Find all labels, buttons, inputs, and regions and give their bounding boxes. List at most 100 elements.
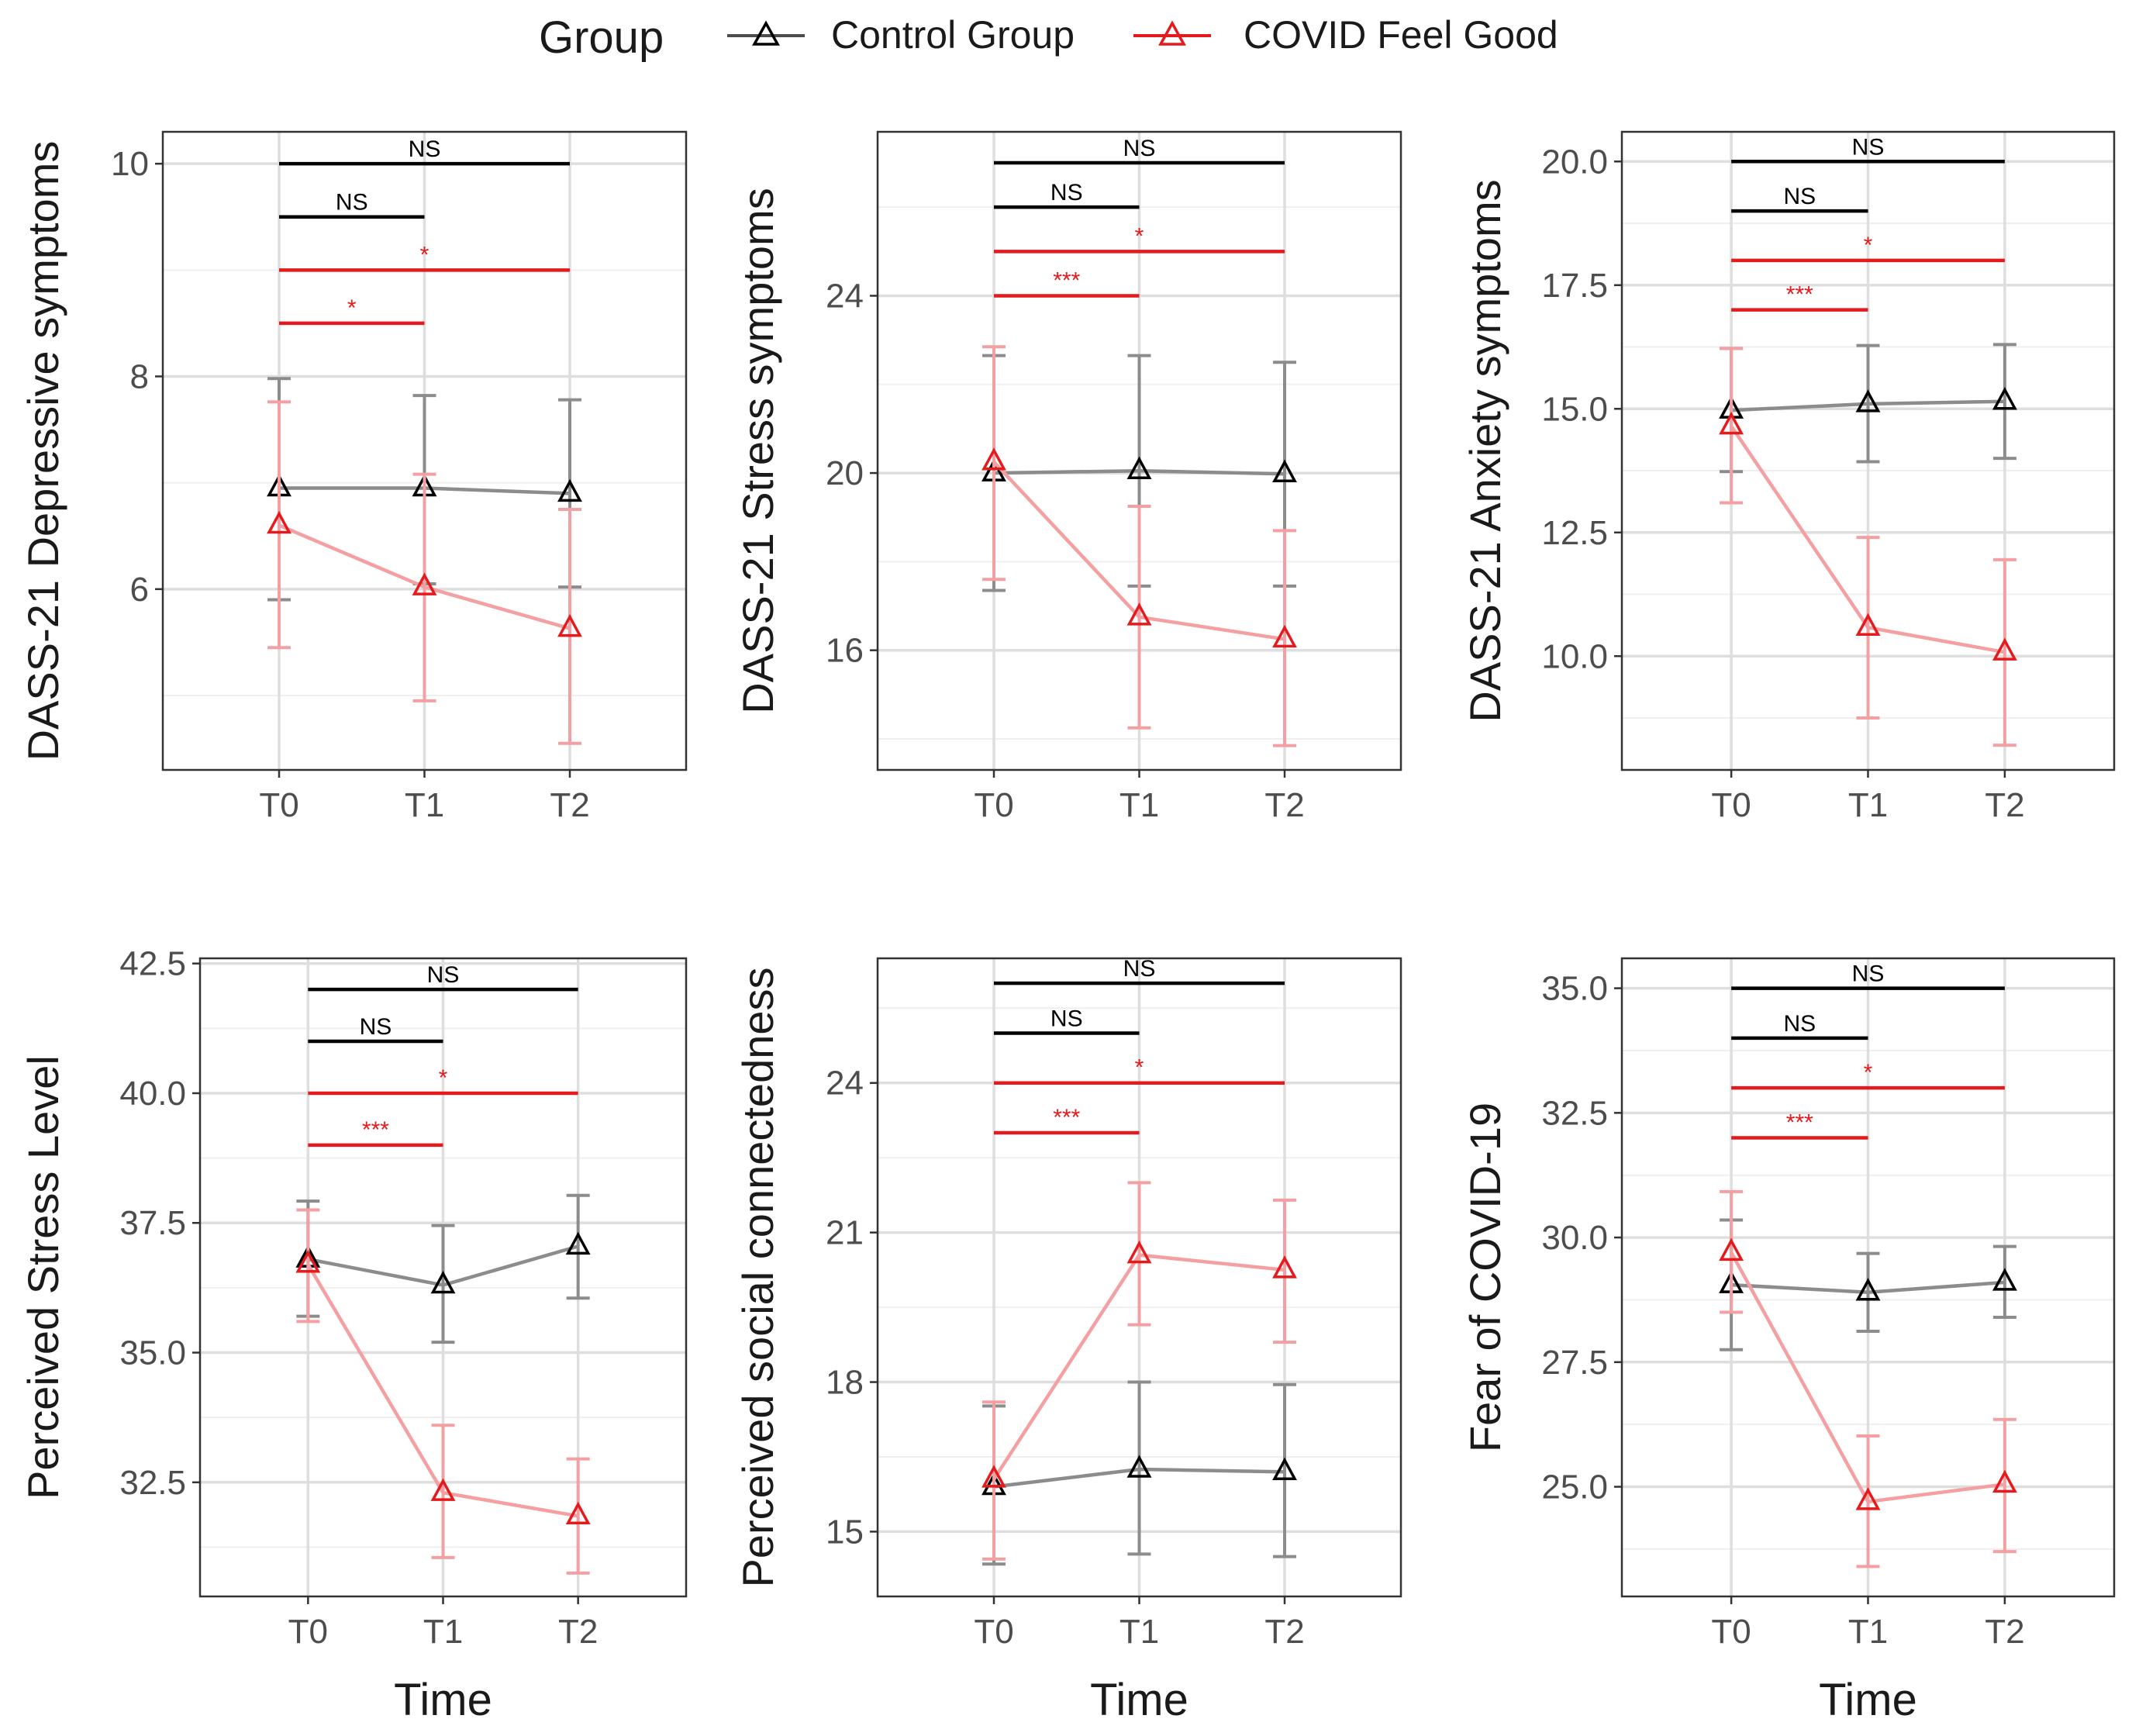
series-line	[1730, 1251, 2006, 1504]
legend-key-control-triangle	[752, 20, 780, 46]
y-tick-label: 12.5	[1541, 514, 1608, 552]
data-point	[1992, 387, 2017, 410]
panel-1: NS NS * * 6 8 10 T0 T1 T2 DASS-21 Depressive sympt…	[19, 130, 688, 824]
x-tick-label: T1	[1848, 1613, 1888, 1651]
bracket-label: *	[1864, 233, 1873, 258]
x-tick-label: T2	[1985, 786, 2024, 824]
data-point	[1992, 1268, 2017, 1291]
data-point	[557, 478, 582, 502]
series-line	[307, 1244, 579, 1287]
y-tick-label: 25.0	[1541, 1469, 1608, 1506]
data-point	[565, 1501, 591, 1525]
y-tick-label: 10	[111, 145, 149, 183]
data-point	[981, 447, 1006, 471]
legend-label-control: Control Group	[831, 13, 1075, 57]
series-line	[992, 1253, 1285, 1481]
bracket-label: NS	[1050, 180, 1083, 205]
y-tick-label: 24	[826, 277, 864, 315]
y-tick-label: 35.0	[1541, 970, 1608, 1008]
bracket-label: NS	[1783, 184, 1816, 209]
bracket-label: ***	[1786, 282, 1813, 308]
data-point	[565, 1231, 591, 1255]
legend-key-covid	[1133, 20, 1211, 46]
data-point	[1126, 1240, 1152, 1264]
x-tick-label: T2	[1985, 1613, 2024, 1651]
bracket-label: ***	[362, 1117, 389, 1143]
x-axis-title: Time	[394, 1675, 492, 1725]
bracket-label: *	[439, 1065, 448, 1091]
data-point	[295, 1250, 321, 1273]
x-tick-label: T0	[974, 786, 1013, 824]
y-tick-label: 15.0	[1541, 390, 1608, 428]
x-tick-label: T2	[558, 1613, 598, 1651]
bracket-label: *	[1135, 1055, 1144, 1081]
bracket-label: NS	[1123, 136, 1156, 161]
y-axis-title: DASS-21 Stress symptoms	[733, 188, 782, 713]
series-line	[1730, 399, 2005, 412]
y-tick-label: 32.5	[119, 1464, 186, 1502]
x-tick-label: T1	[1119, 786, 1159, 824]
y-tick-label: 35.0	[119, 1334, 186, 1372]
data-point	[1992, 637, 2017, 661]
x-tick-label: T1	[405, 786, 444, 824]
y-tick-label: 16	[826, 632, 864, 670]
y-tick-label: 37.5	[119, 1204, 186, 1242]
y-tick-label: 8	[130, 357, 149, 395]
bracket-label: NS	[427, 962, 460, 988]
y-tick-label: 42.5	[119, 945, 186, 983]
series-line	[993, 468, 1285, 476]
x-axis-title: Time	[1090, 1675, 1188, 1725]
bracket-label: ***	[1786, 1110, 1813, 1135]
legend-title: Group	[539, 12, 664, 63]
data-point	[1126, 1455, 1152, 1478]
y-axis-title: DASS-21 Depressive symptoms	[19, 141, 67, 761]
data-point	[1126, 456, 1152, 479]
y-tick-label: 15	[826, 1513, 864, 1551]
x-tick-label: T1	[1119, 1613, 1159, 1651]
bracket-label: *	[347, 295, 357, 321]
series-control	[1719, 1218, 2017, 1351]
y-tick-label: 30.0	[1541, 1219, 1608, 1257]
series-line	[306, 1263, 579, 1518]
x-tick-label: T0	[288, 1613, 328, 1651]
bracket-label: ***	[1053, 267, 1080, 293]
series-line	[278, 523, 571, 630]
data-point	[1272, 624, 1297, 648]
y-tick-label: 20.0	[1541, 143, 1608, 181]
bracket-label: NS	[1783, 1011, 1816, 1037]
x-tick-label: T1	[423, 1613, 463, 1651]
data-point	[430, 1478, 456, 1501]
series-covid	[1719, 1189, 2017, 1569]
y-tick-label: 32.5	[1541, 1094, 1608, 1132]
panels: NS NS * * 6 8 10 T0 T1 T2 DASS-21 Depressive sympt…	[19, 130, 2116, 1725]
series-covid	[981, 1181, 1297, 1561]
legend-key-covid-triangle	[1158, 20, 1186, 46]
series-line	[1730, 425, 2006, 654]
bracket-label: NS	[336, 190, 368, 216]
series-line	[992, 461, 1285, 641]
data-point	[981, 1465, 1006, 1488]
y-tick-label: 20	[826, 454, 864, 492]
bracket-label: NS	[360, 1014, 392, 1040]
x-tick-label: T0	[1711, 1613, 1751, 1651]
data-point	[1855, 1487, 1881, 1510]
y-tick-label: 40.0	[119, 1075, 186, 1113]
data-point	[557, 613, 582, 637]
bracket-label: *	[1135, 223, 1144, 249]
data-point	[1126, 602, 1152, 626]
series-covid	[981, 345, 1297, 747]
x-axis-title: Time	[1819, 1675, 1917, 1725]
bracket-label: NS	[1123, 956, 1156, 982]
series-covid	[295, 1208, 591, 1575]
y-tick-label: 6	[130, 571, 149, 609]
y-axis-title: Fear of COVID-19	[1461, 1103, 1509, 1452]
y-tick-label: 24	[826, 1065, 864, 1103]
x-tick-label: T0	[1711, 786, 1751, 824]
legend: Group Control Group COVID Feel Good	[539, 12, 1558, 63]
